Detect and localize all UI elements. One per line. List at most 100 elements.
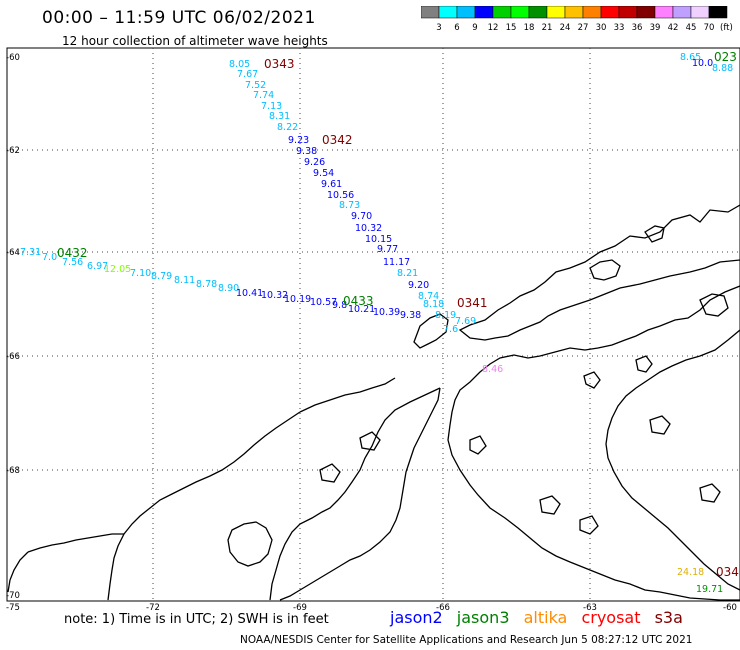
legend-tick: 45 xyxy=(686,23,697,33)
swh-obs: 9.8 xyxy=(332,300,347,311)
satellite-jason2: jason2 xyxy=(390,608,443,627)
swh-obs: 10.56 xyxy=(327,190,354,201)
swh-obs: 6.97 xyxy=(87,261,108,272)
lat-label: -66 xyxy=(6,352,20,362)
satellite-s3a: s3a xyxy=(654,608,683,627)
swh-obs: 7.69 xyxy=(455,316,476,327)
swh-obs: 10.21 xyxy=(348,304,375,315)
swh-obs: 7.56 xyxy=(62,257,83,268)
swh-obs: 9.54 xyxy=(313,168,334,179)
legend-tick: 3 xyxy=(436,23,441,33)
swh-obs: 10.15 xyxy=(365,234,392,245)
swh-obs: 10.57 xyxy=(310,297,337,308)
swh-obs: 7.0 xyxy=(42,252,57,263)
legend-tick: 9 xyxy=(472,23,477,33)
lon-label: -72 xyxy=(146,603,160,613)
map-subtitle: 12 hour collection of altimeter wave hei… xyxy=(62,34,328,48)
footnote: note: 1) Time is in UTC; 2) SWH is in fe… xyxy=(64,612,329,627)
swh-obs: 10.32 xyxy=(355,223,382,234)
swh-obs: 8.22 xyxy=(277,122,298,133)
swh-obs: 8.73 xyxy=(339,200,360,211)
swh-obs: 7.74 xyxy=(253,90,274,101)
swh-obs: 9.23 xyxy=(288,135,309,146)
swh-obs: 7.13 xyxy=(261,101,282,112)
swh-obs: 8.65 xyxy=(680,52,701,63)
swh-obs: 12.05 xyxy=(104,264,131,275)
swh-obs: 9.20 xyxy=(408,280,429,291)
swh-obs: 8.21 xyxy=(397,268,418,279)
pass-time: 0433 xyxy=(343,294,374,308)
swh-obs: 24.18 xyxy=(677,567,704,578)
pass-time: 0342 xyxy=(322,133,353,147)
legend-tick: 24 xyxy=(560,23,571,33)
legend-tick: 70 xyxy=(704,23,715,33)
swh-obs: 8.31 xyxy=(269,111,290,122)
pass-time: 023 xyxy=(714,50,737,64)
legend-tick: 33 xyxy=(614,23,625,33)
legend-tick: 39 xyxy=(650,23,661,33)
legend-tick: 6 xyxy=(454,23,459,33)
swh-obs: 10.32 xyxy=(261,290,288,301)
swh-obs: 7.52 xyxy=(245,80,266,91)
legend-tick: 18 xyxy=(524,23,535,33)
swh-obs: 9.38 xyxy=(296,146,317,157)
coastline xyxy=(7,204,740,601)
legend-unit: (ft) xyxy=(720,23,733,33)
pass-time-labels: 0343 0342 0341 0432 0433 023 034 xyxy=(57,50,739,579)
pass-time: 0343 xyxy=(264,57,295,71)
map-title: 00:00 – 11:59 UTC 06/02/2021 xyxy=(42,8,316,28)
lon-label: -75 xyxy=(6,603,20,613)
legend-tick: 42 xyxy=(668,23,679,33)
lon-label: -66 xyxy=(436,603,450,613)
swh-obs: 8.11 xyxy=(174,275,195,286)
credit-line: NOAA/NESDIS Center for Satellite Applica… xyxy=(240,634,693,646)
legend-tick: 36 xyxy=(632,23,643,33)
lat-label: -64 xyxy=(6,248,20,258)
lat-label: -70 xyxy=(6,591,20,601)
legend-tick: 15 xyxy=(506,23,517,33)
swh-obs: 10.41 xyxy=(236,288,263,299)
lat-label: -68 xyxy=(6,466,20,476)
lon-label: -69 xyxy=(293,603,307,613)
swh-obs: 8.46 xyxy=(482,364,503,375)
swh-obs: 10.0 xyxy=(692,58,713,69)
swh-obs: 7.10 xyxy=(130,268,151,279)
satellite-altika: altika xyxy=(523,608,568,627)
legend-tick: 12 xyxy=(488,23,499,33)
pass-time: 034 xyxy=(716,565,739,579)
satellite-cryosat: cryosat xyxy=(581,608,641,627)
map-frame xyxy=(6,47,740,602)
legend-swatch xyxy=(708,6,728,19)
swh-obs: 9.38 xyxy=(400,310,421,321)
swh-obs: 8.88 xyxy=(712,63,733,74)
swh-obs: 9.26 xyxy=(304,157,325,168)
longitude-labels: -75 -72 -69 -66 -63 -60 xyxy=(6,603,737,613)
swh-obs: 10.39 xyxy=(373,307,400,318)
swh-obs: 8.74 xyxy=(418,291,439,302)
swh-obs: 7.67 xyxy=(237,69,258,80)
lat-label: -60 xyxy=(6,53,20,63)
satellite-legend: jason2 jason3 altika cryosat s3a xyxy=(390,608,692,627)
legend-tick: 21 xyxy=(542,23,553,33)
swh-obs: 7.6 xyxy=(443,324,458,335)
wave-height-color-legend: 3 6 9 12 15 18 21 24 27 30 33 36 39 42 45 70 (ft) xyxy=(421,6,733,33)
swh-obs: 8.90 xyxy=(218,283,239,294)
lon-label: -63 xyxy=(583,603,597,613)
swh-obs: 8.19 xyxy=(435,310,456,321)
pass-time: 0432 xyxy=(57,246,88,260)
swh-obs: 8.18 xyxy=(423,299,444,310)
legend-tick: 27 xyxy=(578,23,589,33)
graticule xyxy=(7,48,740,601)
observation-labels: 8.05 7.67 7.52 7.74 7.13 8.31 8.22 9.23 … xyxy=(20,52,733,595)
swh-obs: 8.78 xyxy=(196,279,217,290)
swh-obs: 19.71 xyxy=(696,584,723,595)
swh-obs: 7.31 xyxy=(20,247,41,258)
satellite-jason3: jason3 xyxy=(456,608,510,627)
swh-obs: 8.79 xyxy=(151,271,172,282)
swh-obs: 9.70 xyxy=(351,211,372,222)
lat-label: -62 xyxy=(6,146,20,156)
swh-obs: 9.77 xyxy=(377,244,398,255)
swh-obs: 8.05 xyxy=(229,59,250,70)
pass-time: 0341 xyxy=(457,296,488,310)
